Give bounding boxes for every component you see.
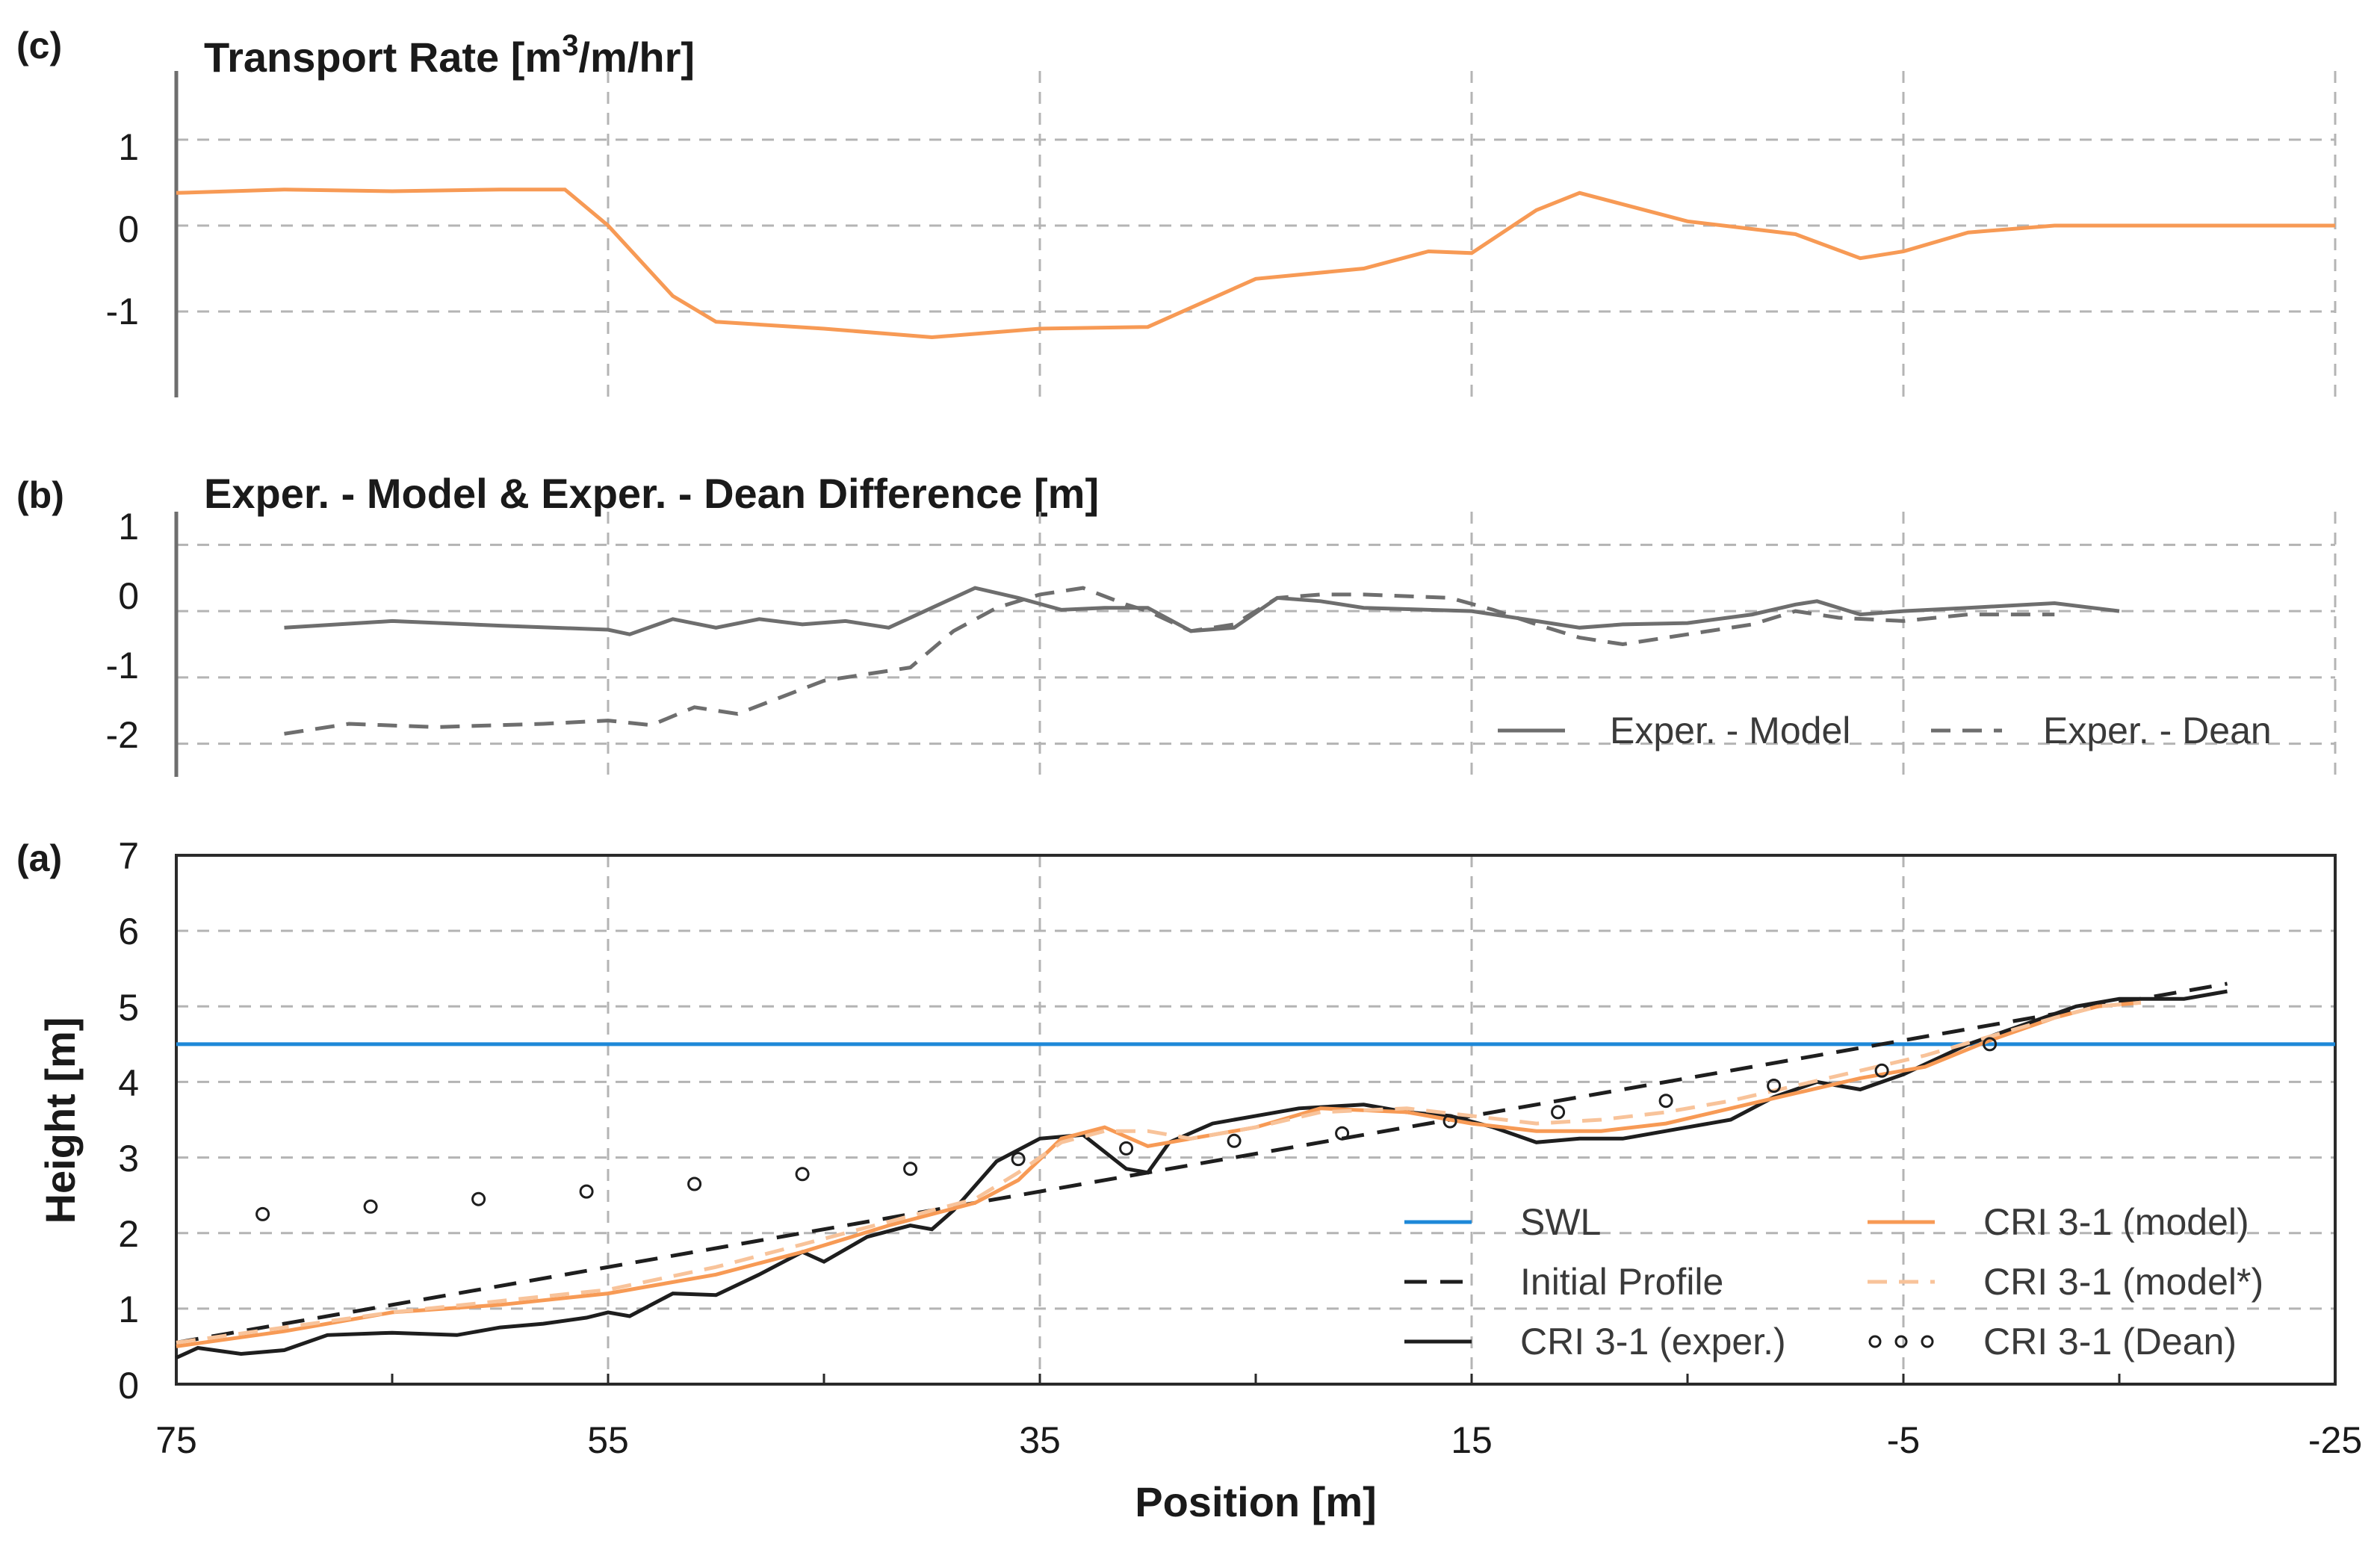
cri-exper-line [175, 989, 2228, 1359]
panel-c-title: Transport Rate [m3/m/hr] [204, 29, 695, 81]
panel-c: (c) Transport Rate [m3/m/hr] 1 0 -1 [16, 25, 2337, 397]
dean-marker [1119, 1141, 1134, 1156]
x-tick-label: 15 [1451, 1419, 1493, 1461]
x-axis-label: Position [m] [1135, 1478, 1377, 1525]
dean-marker [1442, 1114, 1457, 1129]
y-tick-label: 1 [118, 126, 139, 168]
x-tick-label: -5 [1887, 1419, 1920, 1461]
initial-profile-line [176, 982, 2228, 1345]
legend-a: SWL Initial Profile CRI 3-1 (exper.) CRI… [1404, 1201, 2263, 1362]
y-tick-label: 0 [118, 1365, 139, 1407]
dean-marker [1983, 1037, 1998, 1052]
y-tick-label: 4 [118, 1062, 139, 1104]
y-tick-label: 1 [118, 1289, 139, 1330]
legend-label: Initial Profile [1520, 1261, 1723, 1303]
y-tick-label: 3 [118, 1138, 139, 1179]
dean-marker [687, 1176, 702, 1191]
panel-label-c: (c) [16, 25, 62, 66]
y-tick-label: -1 [106, 645, 139, 686]
dean-marker [1551, 1105, 1566, 1120]
grid-c [176, 71, 2337, 397]
y-tick-label: -2 [106, 714, 139, 756]
dean-marker [903, 1162, 918, 1176]
dean-marker [1335, 1126, 1350, 1141]
dean-marker [1874, 1063, 1889, 1078]
exper-minus-dean-line [284, 586, 2055, 736]
grid-a [176, 855, 2337, 1384]
legend-label: SWL [1520, 1201, 1601, 1243]
legend-label: Exper. - Model [1610, 710, 1850, 751]
y-tick-label: 6 [118, 911, 139, 952]
dean-marker [579, 1184, 594, 1199]
legend-label: CRI 3-1 (model*) [1983, 1261, 2263, 1303]
panel-a: (a) 7 6 5 4 3 2 1 0 75 55 35 15 -5 -25 P… [16, 835, 2362, 1525]
x-tick-label: 75 [155, 1419, 197, 1461]
legend-label: CRI 3-1 (exper.) [1520, 1321, 1786, 1362]
title-part: /m/hr] [578, 34, 695, 81]
dean-marker [255, 1206, 270, 1221]
cri-model-star-line [176, 1000, 2142, 1345]
dean-marker [1767, 1079, 1782, 1093]
y-tick-label: 1 [118, 506, 139, 548]
y-tick-label: 0 [118, 208, 139, 250]
y-axis-label: Height [m] [37, 1017, 84, 1224]
dean-marker [471, 1191, 486, 1206]
y-tick-label: -1 [106, 291, 139, 332]
y-tick-label: 2 [118, 1213, 139, 1255]
dean-marker [363, 1199, 378, 1214]
legend-label: CRI 3-1 (Dean) [1983, 1321, 2237, 1362]
x-tick-label: -25 [2308, 1419, 2362, 1461]
title-superscript: 3 [562, 29, 578, 62]
legend-b: Exper. - Model Exper. - Dean [1498, 710, 2272, 751]
y-tick-label: 7 [118, 835, 139, 877]
panel-label-a: (a) [16, 837, 62, 879]
y-tick-label: 5 [118, 987, 139, 1029]
cri-model-line [176, 1000, 2142, 1348]
panel-b: (b) Exper. - Model & Exper. - Dean Diffe… [16, 470, 2337, 777]
y-tick-label: 0 [118, 575, 139, 617]
title-part: Transport Rate [m [204, 34, 562, 81]
legend-label: CRI 3-1 (model) [1983, 1201, 2249, 1243]
transport-rate-line [176, 187, 2335, 340]
x-tick-label: 55 [587, 1419, 629, 1461]
axis-ticks-a [175, 1374, 2337, 1384]
dean-marker [1011, 1152, 1026, 1167]
panel-label-b: (b) [16, 474, 64, 516]
dean-marker [1227, 1133, 1242, 1148]
panel-b-title: Exper. - Model & Exper. - Dean Differenc… [204, 470, 1099, 517]
dean-marker [1658, 1094, 1673, 1109]
legend-marker-dean [1868, 1335, 1882, 1348]
x-tick-label: 35 [1019, 1419, 1061, 1461]
dean-marker [795, 1167, 810, 1182]
legend-marker-dean [1921, 1335, 1934, 1348]
cri-dean-markers [255, 1037, 1998, 1221]
legend-label: Exper. - Dean [2043, 710, 2272, 751]
grid-b [176, 512, 2337, 777]
legend-marker-dean [1894, 1335, 1908, 1348]
